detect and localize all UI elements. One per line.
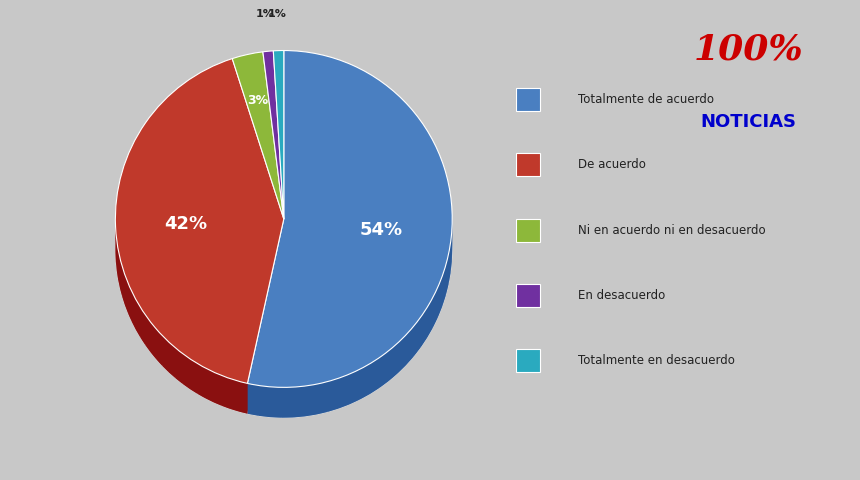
Polygon shape	[157, 329, 163, 366]
Wedge shape	[115, 89, 284, 414]
Polygon shape	[316, 382, 328, 415]
Wedge shape	[263, 81, 284, 249]
Polygon shape	[222, 375, 230, 409]
Polygon shape	[448, 243, 451, 285]
Polygon shape	[230, 379, 239, 411]
Wedge shape	[232, 52, 284, 219]
Polygon shape	[128, 284, 132, 322]
Text: NOTICIAS: NOTICIAS	[700, 113, 796, 131]
Polygon shape	[175, 348, 182, 384]
Polygon shape	[293, 386, 304, 418]
Polygon shape	[406, 326, 414, 365]
Polygon shape	[438, 276, 442, 318]
Polygon shape	[442, 265, 445, 307]
FancyBboxPatch shape	[516, 219, 540, 241]
Wedge shape	[248, 81, 452, 418]
Wedge shape	[273, 81, 284, 249]
Text: De acuerdo: De acuerdo	[578, 158, 646, 171]
Polygon shape	[445, 254, 448, 296]
Wedge shape	[248, 50, 452, 387]
Wedge shape	[115, 59, 284, 384]
Polygon shape	[116, 231, 117, 271]
Polygon shape	[206, 368, 213, 402]
Polygon shape	[248, 384, 259, 416]
Text: Ni en acuerdo ni en desacuerdo: Ni en acuerdo ni en desacuerdo	[578, 224, 765, 237]
Polygon shape	[389, 343, 397, 381]
Polygon shape	[270, 387, 282, 418]
Polygon shape	[359, 364, 370, 399]
Text: En desacuerdo: En desacuerdo	[578, 289, 665, 302]
FancyBboxPatch shape	[516, 154, 540, 176]
Polygon shape	[239, 381, 248, 414]
Polygon shape	[190, 359, 198, 394]
Wedge shape	[232, 82, 284, 249]
Text: 42%: 42%	[164, 215, 208, 232]
Text: 1%: 1%	[255, 10, 274, 19]
Text: Totalmente de acuerdo: Totalmente de acuerdo	[578, 93, 714, 106]
Polygon shape	[136, 300, 140, 338]
Polygon shape	[370, 358, 379, 394]
Polygon shape	[339, 374, 349, 408]
Polygon shape	[163, 336, 169, 372]
Polygon shape	[427, 298, 433, 338]
Text: 3%: 3%	[247, 94, 268, 107]
Text: 54%: 54%	[359, 221, 402, 239]
Polygon shape	[282, 387, 293, 418]
FancyBboxPatch shape	[516, 88, 540, 111]
FancyBboxPatch shape	[516, 284, 540, 307]
Text: Totalmente en desacuerdo: Totalmente en desacuerdo	[578, 354, 734, 367]
Polygon shape	[132, 292, 136, 330]
Polygon shape	[150, 322, 157, 360]
Polygon shape	[125, 275, 128, 314]
Polygon shape	[118, 249, 120, 288]
Wedge shape	[273, 50, 284, 219]
Polygon shape	[328, 378, 339, 412]
Polygon shape	[379, 350, 389, 388]
Polygon shape	[169, 342, 175, 378]
Polygon shape	[421, 308, 427, 348]
Polygon shape	[117, 240, 118, 279]
Polygon shape	[122, 266, 125, 305]
Polygon shape	[213, 372, 222, 406]
Polygon shape	[145, 315, 150, 352]
Polygon shape	[414, 317, 421, 357]
Polygon shape	[433, 287, 438, 328]
Polygon shape	[349, 369, 359, 405]
Wedge shape	[263, 51, 284, 219]
Polygon shape	[259, 385, 270, 417]
Polygon shape	[120, 258, 122, 297]
Polygon shape	[182, 354, 190, 389]
Polygon shape	[304, 384, 316, 416]
Polygon shape	[397, 335, 406, 373]
Polygon shape	[451, 231, 452, 273]
FancyBboxPatch shape	[516, 349, 540, 372]
Polygon shape	[198, 364, 206, 398]
Text: 100%: 100%	[693, 33, 803, 67]
Polygon shape	[140, 308, 145, 345]
Text: 1%: 1%	[268, 9, 287, 19]
